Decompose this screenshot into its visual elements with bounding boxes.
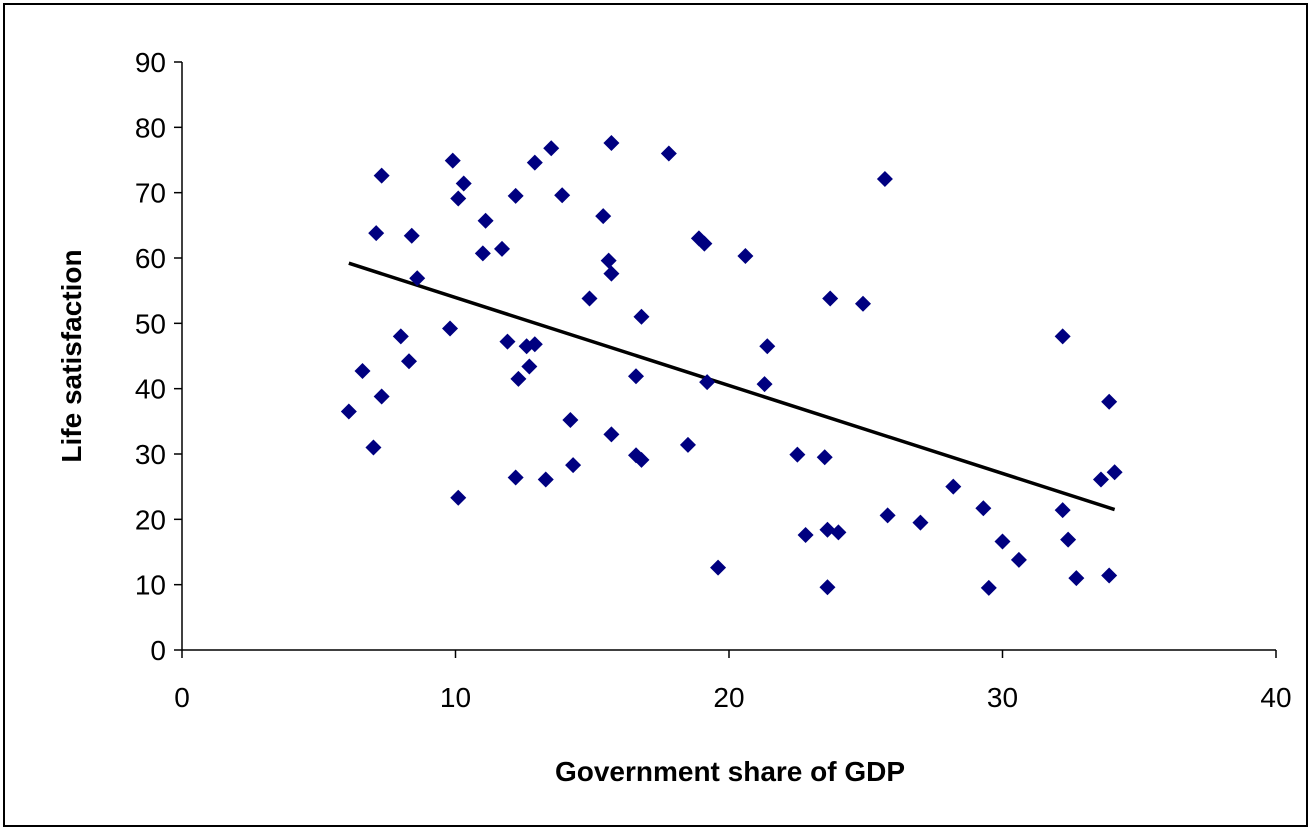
y-axis-title: Life satisfaction [56,249,87,462]
tick-labels: 0 10 20 30 40 50 60 70 80 90 0 10 20 30 40 [135,47,1292,713]
data-point [521,358,538,375]
x-tick-label: 10 [440,682,471,713]
data-point [879,507,896,524]
y-tick-label: 70 [135,178,166,209]
y-tick-label: 40 [135,374,166,405]
data-point [373,388,390,405]
data-point [759,338,776,355]
data-point [994,533,1011,550]
y-tick-label: 10 [135,570,166,601]
data-point [1054,502,1071,519]
data-point [822,290,839,307]
data-point [595,208,612,225]
data-point [401,353,418,370]
data-point [493,240,510,257]
y-tick-label: 0 [150,635,166,666]
trendline-group [348,261,1116,512]
data-point [756,376,773,393]
y-tick-label: 80 [135,112,166,143]
data-point [455,175,472,192]
y-tick-label: 60 [135,243,166,274]
data-point [737,248,754,265]
data-point [1068,570,1085,587]
data-point [912,514,929,531]
data-point [1010,551,1027,568]
data-point [510,370,527,387]
data-points [340,135,1123,596]
y-tick-label: 50 [135,308,166,339]
data-point [340,403,357,420]
data-point [499,333,516,350]
data-point [789,446,806,463]
data-point [797,527,814,544]
data-point [876,170,893,187]
data-point [354,363,371,380]
data-point [819,521,836,538]
data-point [830,524,847,541]
data-point [442,320,459,337]
data-point [696,235,713,252]
chart-frame [3,3,1308,827]
data-point [699,374,716,391]
data-point [603,135,620,152]
data-point [679,436,696,453]
data-point [373,167,390,184]
y-tick-label: 30 [135,439,166,470]
data-point [603,426,620,443]
data-point [450,190,467,207]
data-point [1101,393,1118,410]
data-point [945,478,962,495]
data-point [477,212,494,229]
data-point [409,270,426,287]
data-point [444,152,461,169]
data-point [816,449,833,466]
y-tick-label: 90 [135,47,166,78]
data-point [392,328,409,345]
data-point [526,336,543,353]
data-point [365,439,382,456]
data-point [565,457,582,474]
data-point [975,500,992,517]
data-point [543,140,560,157]
x-tick-label: 40 [1260,682,1291,713]
data-point [1106,464,1123,481]
data-point [633,451,650,468]
data-point [1101,567,1118,584]
data-point [562,412,579,429]
data-point [1092,471,1109,488]
data-point [1060,531,1077,548]
data-point [600,252,617,269]
x-axis-title: Government share of GDP [555,756,905,787]
data-point [633,308,650,325]
data-point [855,295,872,312]
data-point [507,469,524,486]
data-point [603,265,620,282]
data-point [526,154,543,171]
data-point [368,225,385,242]
data-point [554,187,571,204]
trendline [348,261,1116,512]
data-point [403,227,420,244]
x-tick-label: 20 [713,682,744,713]
data-point [1054,328,1071,345]
x-tick-label: 30 [987,682,1018,713]
data-point [450,489,467,506]
data-point [980,579,997,596]
y-tick-label: 20 [135,504,166,535]
data-point [628,368,645,385]
data-point [581,290,598,307]
x-tick-label: 0 [174,682,190,713]
data-point [474,245,491,262]
axes [174,61,1277,658]
data-point [507,187,524,204]
data-point [537,471,554,488]
data-point [660,145,677,162]
data-point [819,579,836,596]
data-point [710,559,727,576]
